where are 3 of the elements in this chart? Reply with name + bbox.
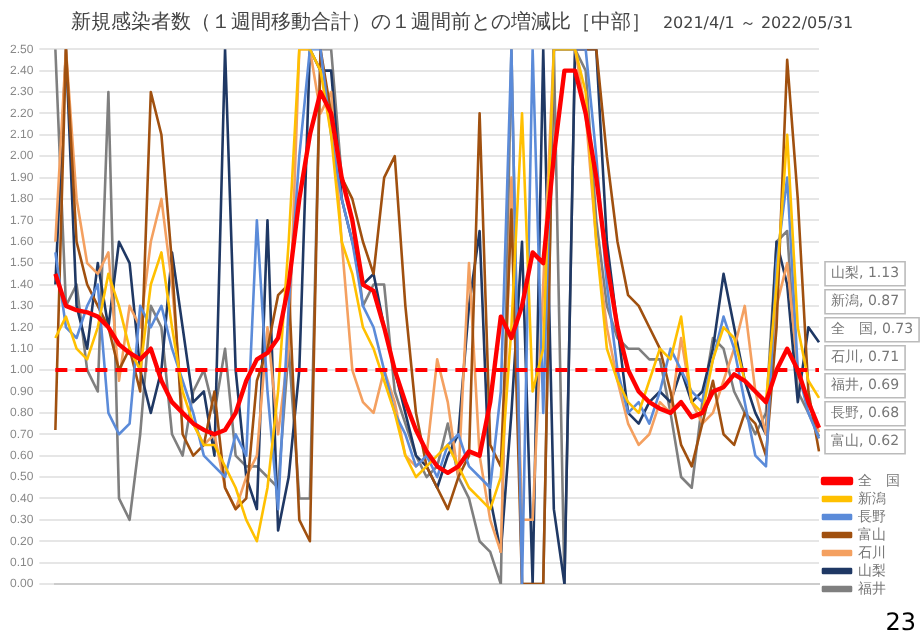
text: 23 [885, 608, 916, 636]
chart-subtitle: 2021/4/1 ～ 2022/05/31 [662, 14, 854, 32]
chart-title: 新規感染者数（１週間移動合計）の１週間前との増減比［中部］ [70, 12, 651, 34]
